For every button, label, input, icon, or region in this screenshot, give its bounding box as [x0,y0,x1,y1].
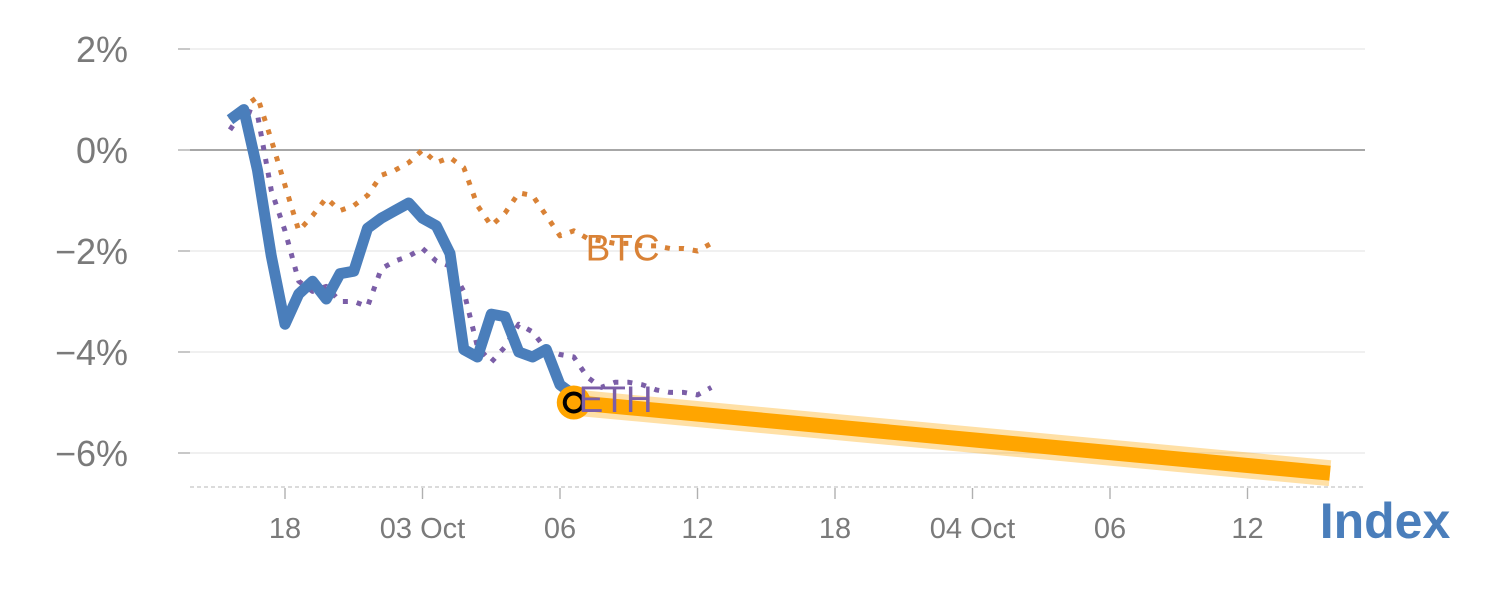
x-tick-label: 06 [544,513,576,545]
x-tick-label: 18 [269,513,301,545]
x-tick-label: 03 Oct [380,513,465,545]
x-tick-label: 06 [1094,513,1126,545]
grid-layer: 2% 0% −2% −4% −6% 18 03 Oct 06 12 18 04 Oct 06 12 [55,29,1365,545]
x-axis-title: Index [1320,493,1451,549]
x-tick-label: 18 [819,513,851,545]
y-tick-label: −6% [55,433,128,474]
y-tick-label: −2% [55,231,128,272]
endpoint-marker-ring [562,391,585,414]
label-layer: BTC ETH [579,227,660,420]
y-tick-label: 0% [76,130,128,171]
index-series-line [226,104,578,400]
x-tick-label: 12 [1231,513,1263,545]
y-tick-label: −4% [55,332,128,373]
endpoint-marker-halo [556,385,591,420]
eth-series-label: ETH [579,379,653,420]
y-tick-label: 2% [76,29,128,70]
btc-series-label: BTC [586,227,660,268]
x-tick-label: 12 [681,513,713,545]
marker-layer [556,385,591,420]
series-layer [226,94,1332,487]
projection-band [573,395,1331,481]
x-tick-label: 04 Oct [930,513,1015,545]
